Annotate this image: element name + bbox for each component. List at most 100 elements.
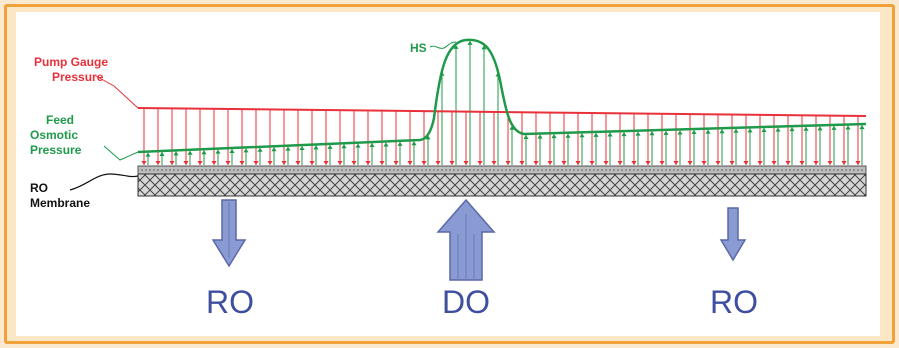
osmotic-pressure-arrowhead [467, 40, 473, 45]
osmotic-pressure-arrowhead [201, 150, 207, 155]
osmotic-pressure-arrowhead [705, 129, 711, 134]
ro-membrane [137, 173, 867, 197]
pump-pressure-arrowhead [407, 161, 413, 165]
pump-pressure-arrowhead [547, 161, 553, 165]
pump-pressure-arrowhead [757, 161, 763, 165]
pump-pressure-arrowhead [211, 161, 217, 165]
osmotic-pressure-arrowhead [327, 144, 333, 149]
ro-membrane-label-line2: Membrane [30, 196, 90, 210]
feed-label-line3: Pressure [30, 143, 82, 157]
flow-arrow-ro-right [719, 207, 747, 262]
osmotic-pressure-curve [137, 38, 867, 154]
pump-pressure-arrowhead [519, 161, 525, 165]
flow-label-do: DO [442, 284, 490, 320]
pump-pressure-arrowhead [715, 161, 721, 165]
pump-pressure-arrowhead [771, 161, 777, 165]
osmotic-pressure-arrowhead [691, 130, 697, 135]
osmotic-pressure-arrowhead [663, 130, 669, 135]
pump-pressure-arrowhead [491, 161, 497, 165]
pump-pressure-arrowhead [295, 161, 301, 165]
osmotic-pressure-arrowhead [187, 150, 193, 155]
osmotic-pressure-arrowhead [355, 143, 361, 148]
pump-pressure-arrowhead [589, 161, 595, 165]
osmotic-pressure-arrowhead [257, 147, 263, 152]
pump-pressure-arrowhead [169, 161, 175, 165]
osmotic-pressure-arrowhead [299, 146, 305, 151]
osmotic-pressure-arrowhead [551, 134, 557, 139]
osmotic-pressure-arrowhead [761, 127, 767, 132]
osmotic-pressure-arrowhead [313, 145, 319, 150]
osmotic-pressure-arrowhead [453, 44, 459, 49]
pump-pressure-arrowhead [449, 161, 455, 165]
pump-pressure-arrowhead [855, 161, 861, 165]
pump-pressure-arrowhead [281, 161, 287, 165]
pump-pressure-arrowhead [253, 161, 259, 165]
osmotic-pressure-arrowhead [789, 127, 795, 132]
osmotic-pressure-arrowhead [677, 130, 683, 135]
feed-label-line1: Feed [46, 113, 74, 127]
osmotic-pressure-arrowhead [803, 126, 809, 131]
osmotic-pressure-arrowhead [635, 131, 641, 136]
osmotic-pressure-arrows [145, 40, 865, 165]
osmotic-pressure-arrowhead [747, 128, 753, 133]
pump-pressure-arrowhead [351, 161, 357, 165]
pump-pressure-arrowhead [799, 161, 805, 165]
pump-pressure-arrowhead [631, 161, 637, 165]
pump-pressure-arrows [141, 108, 861, 165]
osmotic-pressure-arrowhead [579, 133, 585, 138]
pump-pressure-arrowhead [561, 161, 567, 165]
pump-pressure-arrowhead [379, 161, 385, 165]
pump-pressure-arrowhead [673, 161, 679, 165]
pump-pressure-arrowhead [743, 161, 749, 165]
osmotic-pressure-arrowhead [397, 141, 403, 146]
pump-pressure-leader [95, 75, 139, 109]
osmotic-pressure-arrowhead [831, 125, 837, 130]
osmotic-pressure-arrowhead [271, 147, 277, 152]
osmotic-pressure-arrowhead [243, 148, 249, 153]
osmotic-pressure-leader [103, 145, 139, 161]
osmotic-pressure-arrowhead [411, 141, 417, 146]
osmotic-pressure-arrowhead [649, 131, 655, 136]
pump-pressure-arrowhead [141, 161, 147, 165]
pump-pressure-arrowhead [421, 161, 427, 165]
pump-pressure-arrowhead [827, 161, 833, 165]
pump-pressure-arrowhead [701, 161, 707, 165]
osmotic-pressure-arrowhead [285, 146, 291, 151]
pump-pressure-arrowhead [575, 161, 581, 165]
pump-gauge-label-line1: Pump Gauge [34, 55, 108, 69]
pump-pressure-arrowhead [477, 161, 483, 165]
hs-label: HS [410, 41, 427, 55]
pump-pressure-arrowhead [841, 161, 847, 165]
pump-pressure-arrowhead [659, 161, 665, 165]
feed-label-line2: Osmotic [30, 128, 78, 142]
osmotic-pressure-arrowhead [425, 135, 431, 140]
osmotic-pressure-arrowhead [173, 151, 179, 156]
pump-pressure-arrowhead [435, 161, 441, 165]
pump-pressure-arrowhead [729, 161, 735, 165]
osmotic-pressure-arrowhead [229, 149, 235, 153]
osmotic-pressure-arrowhead [859, 125, 865, 130]
osmotic-pressure-arrowhead [369, 143, 375, 148]
osmotic-pressure-arrowhead [817, 126, 823, 131]
pump-pressure-arrowhead [393, 161, 399, 165]
pump-pressure-arrowhead [645, 161, 651, 165]
membrane-leader [69, 173, 139, 191]
hs-leader [429, 41, 457, 49]
pump-pressure-arrowhead [197, 161, 203, 165]
pump-pressure-arrowhead [617, 161, 623, 165]
pump-pressure-arrowhead [337, 161, 343, 165]
pump-pressure-arrowhead [155, 161, 161, 165]
pump-pressure-arrowhead [323, 161, 329, 165]
osmotic-pressure-arrowhead [719, 129, 725, 134]
osmotic-pressure-arrowhead [537, 134, 543, 139]
pump-pressure-arrowhead [225, 161, 231, 165]
pump-pressure-arrowhead [463, 161, 469, 165]
pump-pressure-arrowhead [309, 161, 315, 165]
osmotic-pressure-arrowhead [733, 128, 739, 133]
osmotic-pressure-arrowhead [481, 45, 487, 50]
ro-membrane-label-line1: RO [30, 181, 48, 195]
pump-pressure-arrowhead [365, 161, 371, 165]
pump-pressure-line [137, 107, 867, 117]
pump-pressure-arrowhead [183, 161, 189, 165]
